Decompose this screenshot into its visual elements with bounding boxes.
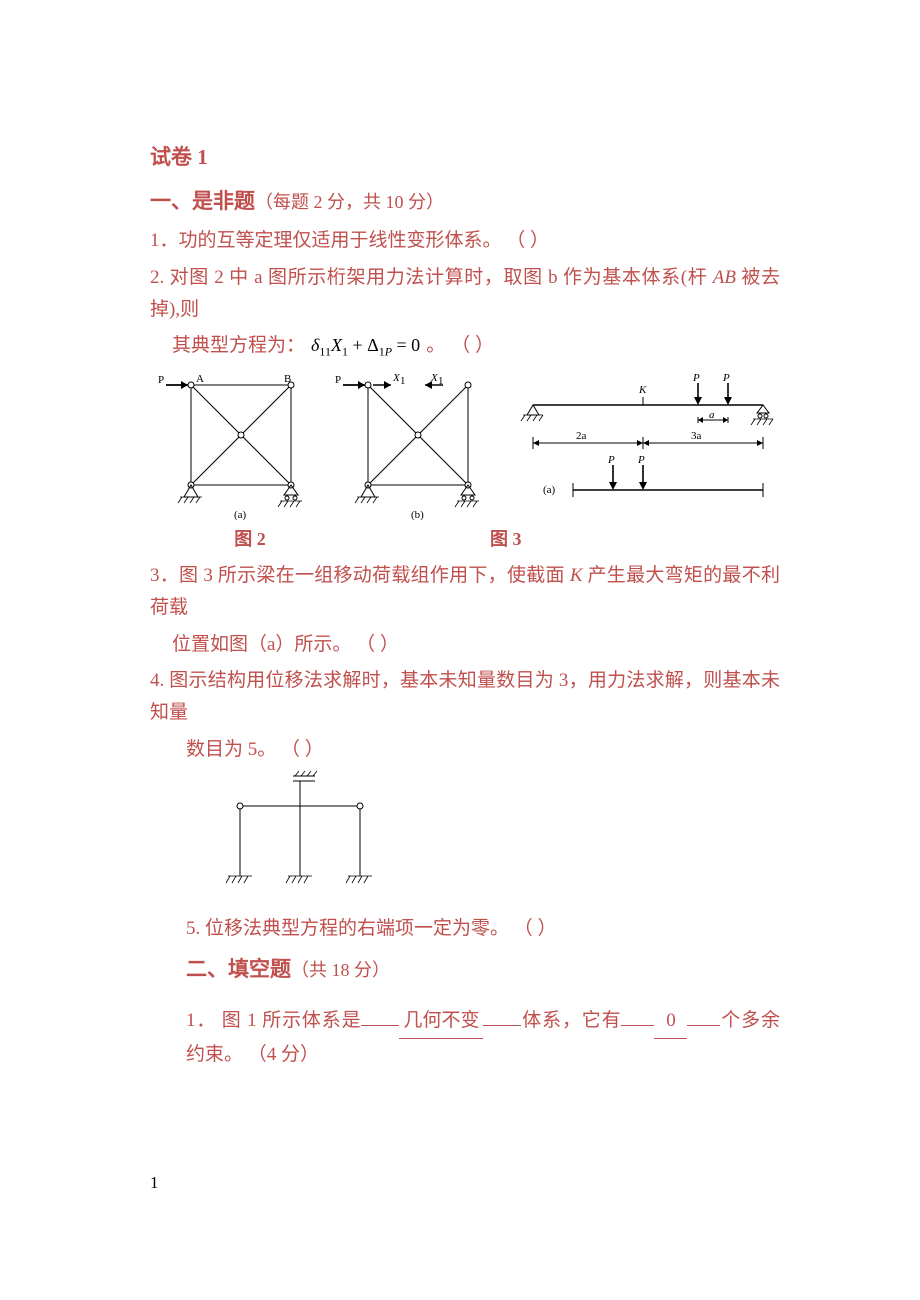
figures-row: P A B (a)	[150, 367, 780, 522]
q1-text: 1．功的互等定理仅适用于线性变形体系。	[150, 230, 502, 251]
section2-note: （共 18 分）	[291, 960, 390, 980]
fig2b-P: P	[335, 374, 341, 386]
s2q1-fill2: 0	[654, 1005, 687, 1038]
page-number: 1	[0, 1113, 920, 1193]
fig2b-truss-diagram: P X1 X1 (b)	[327, 367, 494, 522]
s2q1-a: 1． 图 1 所示体系是	[186, 1010, 361, 1031]
fig3-beam-diagram: K P P a 2a 3a (a) P P	[505, 367, 780, 517]
fig2a-B: B	[284, 373, 291, 385]
q4-line1: 4. 图示结构用位移法求解时，基本未知量数目为 3，用力法求解，则基本未知量	[150, 665, 780, 730]
fig2a-A: A	[196, 373, 204, 385]
q2-ab: AB	[713, 267, 736, 288]
section2-heading: 二、填空题（共 18 分）	[150, 952, 780, 988]
svg-text:1: 1	[400, 375, 406, 387]
q3-line1: 3．图 3 所示梁在一组移动荷载组作用下，使截面 K 产生最大弯矩的最不利荷载	[150, 560, 780, 625]
fig3-Pa2: P	[637, 454, 645, 466]
q2-post-b: （ ）	[451, 330, 494, 362]
q1-paren: （ ）	[506, 230, 549, 251]
q3-a: 3．图 3 所示梁在一组移动荷载组作用下，使截面	[150, 565, 570, 586]
section1-note: （每题 2 分，共 10 分）	[255, 192, 444, 212]
s2-q1: 1． 图 1 所示体系是几何不变体系，它有0个多余约束。 （4 分）	[150, 1005, 780, 1071]
q5: 5. 位移法典型方程的右端项一定为零。 （ ）	[150, 913, 780, 945]
fig3-dim-2a: 2a	[576, 430, 587, 442]
fig2b-label: (b)	[411, 509, 424, 521]
fig3-caption: 图 3	[490, 524, 610, 555]
exam-title: 试卷 1	[150, 140, 780, 176]
q2-pre: 其典型方程为：	[172, 330, 305, 362]
fig3-P1: P	[692, 372, 700, 384]
s2q1-b: 体系，它有	[521, 1010, 621, 1031]
svg-text:1: 1	[438, 375, 444, 387]
fig-captions: 图 2 图 3	[150, 524, 780, 555]
fig3-dim-a: a	[709, 409, 715, 421]
q2-eq-line: 其典型方程为： δ11X1 + Δ1P = 0 。 （ ）	[150, 330, 780, 362]
q2-text-a: 2. 对图 2 中 a 图所示桁架用力法计算时，取图 b 作为基本体系(杆	[150, 267, 713, 288]
q1: 1．功的互等定理仅适用于线性变形体系。 （ ）	[150, 225, 780, 257]
q4-line2: 数目为 5。 （ ）	[150, 734, 780, 766]
q4-frame-diagram	[210, 768, 410, 898]
fig3-P2: P	[722, 372, 730, 384]
fig3-Pa1: P	[607, 454, 615, 466]
section1-num: 一、是非题	[150, 189, 255, 213]
fig3-K: K	[638, 384, 647, 396]
q3-k: K	[570, 565, 583, 586]
fig3-sublabel: (a)	[543, 484, 556, 496]
fig2a-label: (a)	[234, 509, 247, 521]
fig2a-P: P	[158, 374, 164, 386]
q2-formula: δ11X1 + Δ1P = 0	[311, 330, 420, 362]
fig2-caption: 图 2	[150, 524, 350, 555]
q3-line2: 位置如图（a）所示。 （ ）	[150, 629, 780, 661]
fig2a-truss-diagram: P A B (a)	[150, 367, 317, 522]
fig3-dim-3a: 3a	[691, 430, 702, 442]
q2-line1: 2. 对图 2 中 a 图所示桁架用力法计算时，取图 b 作为基本体系(杆 AB…	[150, 262, 780, 327]
q2-post-a: 。	[426, 330, 445, 362]
s2q1-fill1: 几何不变	[399, 1005, 483, 1038]
section2-num: 二、填空题	[186, 957, 291, 981]
section1-heading: 一、是非题（每题 2 分，共 10 分）	[150, 184, 780, 220]
